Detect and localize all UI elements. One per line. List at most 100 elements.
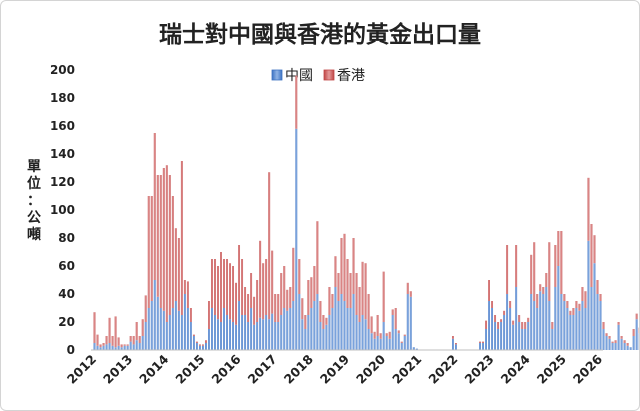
bar-hongkong xyxy=(500,319,503,322)
y-tick-label: 60 xyxy=(58,259,75,273)
bar-hongkong xyxy=(132,336,135,345)
bar-hongkong xyxy=(295,75,298,129)
bar-china xyxy=(593,263,596,350)
y-axis-ticks: 0 20 40 60 80 100 120 140 160 180 200 xyxy=(50,63,75,357)
bar-china xyxy=(340,294,343,350)
bar-hongkong xyxy=(623,340,626,343)
bar-hongkong xyxy=(539,284,542,292)
bar-hongkong xyxy=(536,294,539,308)
bar-hongkong xyxy=(117,337,120,346)
bar-china xyxy=(244,315,247,350)
bar-hongkong xyxy=(391,309,394,315)
bar-china xyxy=(129,341,132,350)
bar-hongkong xyxy=(620,336,623,339)
y-tick-label: 160 xyxy=(50,119,75,133)
bar-hongkong xyxy=(280,273,283,315)
bar-china xyxy=(268,319,271,350)
bar-china xyxy=(358,322,361,350)
bar-hongkong xyxy=(277,294,280,322)
bar-china xyxy=(229,319,231,350)
bar-hongkong xyxy=(548,242,551,301)
bar-hongkong xyxy=(602,322,605,329)
bar-china xyxy=(506,294,509,350)
bar-china xyxy=(295,128,298,350)
bar-hongkong xyxy=(144,295,147,322)
bar-hongkong xyxy=(220,252,222,322)
bar-china xyxy=(153,280,156,350)
bar-hongkong xyxy=(259,240,262,318)
bar-china xyxy=(307,315,310,350)
bar-hongkong xyxy=(479,341,481,343)
bar-hongkong xyxy=(328,287,331,315)
y-tick-label: 120 xyxy=(50,175,75,189)
bar-hongkong xyxy=(147,196,150,308)
bar-china xyxy=(545,287,548,350)
bar-hongkong xyxy=(168,175,171,315)
bar-hongkong xyxy=(138,336,141,343)
bar-hongkong xyxy=(557,231,560,266)
bar-hongkong xyxy=(554,245,557,287)
bar-hongkong xyxy=(400,341,403,343)
bar-china xyxy=(455,344,457,350)
x-tick-label: 2015 xyxy=(172,352,207,387)
bar-china xyxy=(614,343,617,350)
bar-china xyxy=(316,294,319,350)
bar-china xyxy=(183,294,186,350)
bar-hongkong xyxy=(497,322,500,329)
bar-hongkong xyxy=(292,247,295,301)
bar-china xyxy=(174,301,177,350)
bar-china xyxy=(102,345,105,350)
bar-china xyxy=(620,338,623,350)
bar-hongkong xyxy=(635,313,638,320)
bar-hongkong xyxy=(153,133,156,280)
bar-hongkong xyxy=(563,294,566,301)
bar-hongkong xyxy=(569,310,572,315)
bar-hongkong xyxy=(319,301,322,322)
bar-china xyxy=(515,287,518,350)
bar-china xyxy=(412,347,415,350)
bar-china xyxy=(331,308,334,350)
bar-hongkong xyxy=(159,175,162,308)
x-tick-label: 2014 xyxy=(136,351,171,386)
bar-china xyxy=(635,319,638,350)
bar-hongkong xyxy=(186,281,189,308)
bar-china xyxy=(322,329,325,350)
bar-hongkong xyxy=(355,273,358,315)
bar-hongkong xyxy=(337,273,340,301)
bar-china xyxy=(605,336,608,350)
bar-china xyxy=(132,344,135,350)
bar-china xyxy=(367,329,370,350)
bar-hongkong xyxy=(451,336,454,339)
bar-hongkong xyxy=(455,343,457,345)
bar-china xyxy=(298,294,301,350)
bar-china xyxy=(587,240,590,350)
bar-china xyxy=(451,338,454,350)
y-tick-label: 100 xyxy=(50,203,75,217)
bar-china xyxy=(500,322,503,350)
bar-hongkong xyxy=(584,291,587,308)
x-axis-ticks: 2012 2013 2014 2015 2016 2017 2018 2019 2020 2021… xyxy=(64,351,605,386)
bar-china xyxy=(93,343,96,350)
bar-hongkong xyxy=(313,266,316,301)
bar-china xyxy=(551,329,554,350)
bar-china xyxy=(521,329,524,350)
bar-china xyxy=(108,343,111,350)
bar-china xyxy=(220,322,222,350)
bar-hongkong xyxy=(605,333,608,336)
bar-china xyxy=(99,347,102,350)
bar-hongkong xyxy=(367,294,370,329)
bar-china xyxy=(162,310,165,350)
bar-hongkong xyxy=(542,287,545,294)
bar-china xyxy=(557,266,560,350)
bar-hongkong xyxy=(120,344,123,348)
bar-china xyxy=(382,322,385,350)
bar-china xyxy=(286,310,289,350)
bar-hongkong xyxy=(189,308,192,322)
bar-hongkong xyxy=(126,344,129,346)
bar-hongkong xyxy=(271,250,274,314)
bar-china xyxy=(301,319,304,350)
bar-china xyxy=(590,287,593,350)
bar-hongkong xyxy=(301,298,304,320)
bar-hongkong xyxy=(253,296,256,325)
